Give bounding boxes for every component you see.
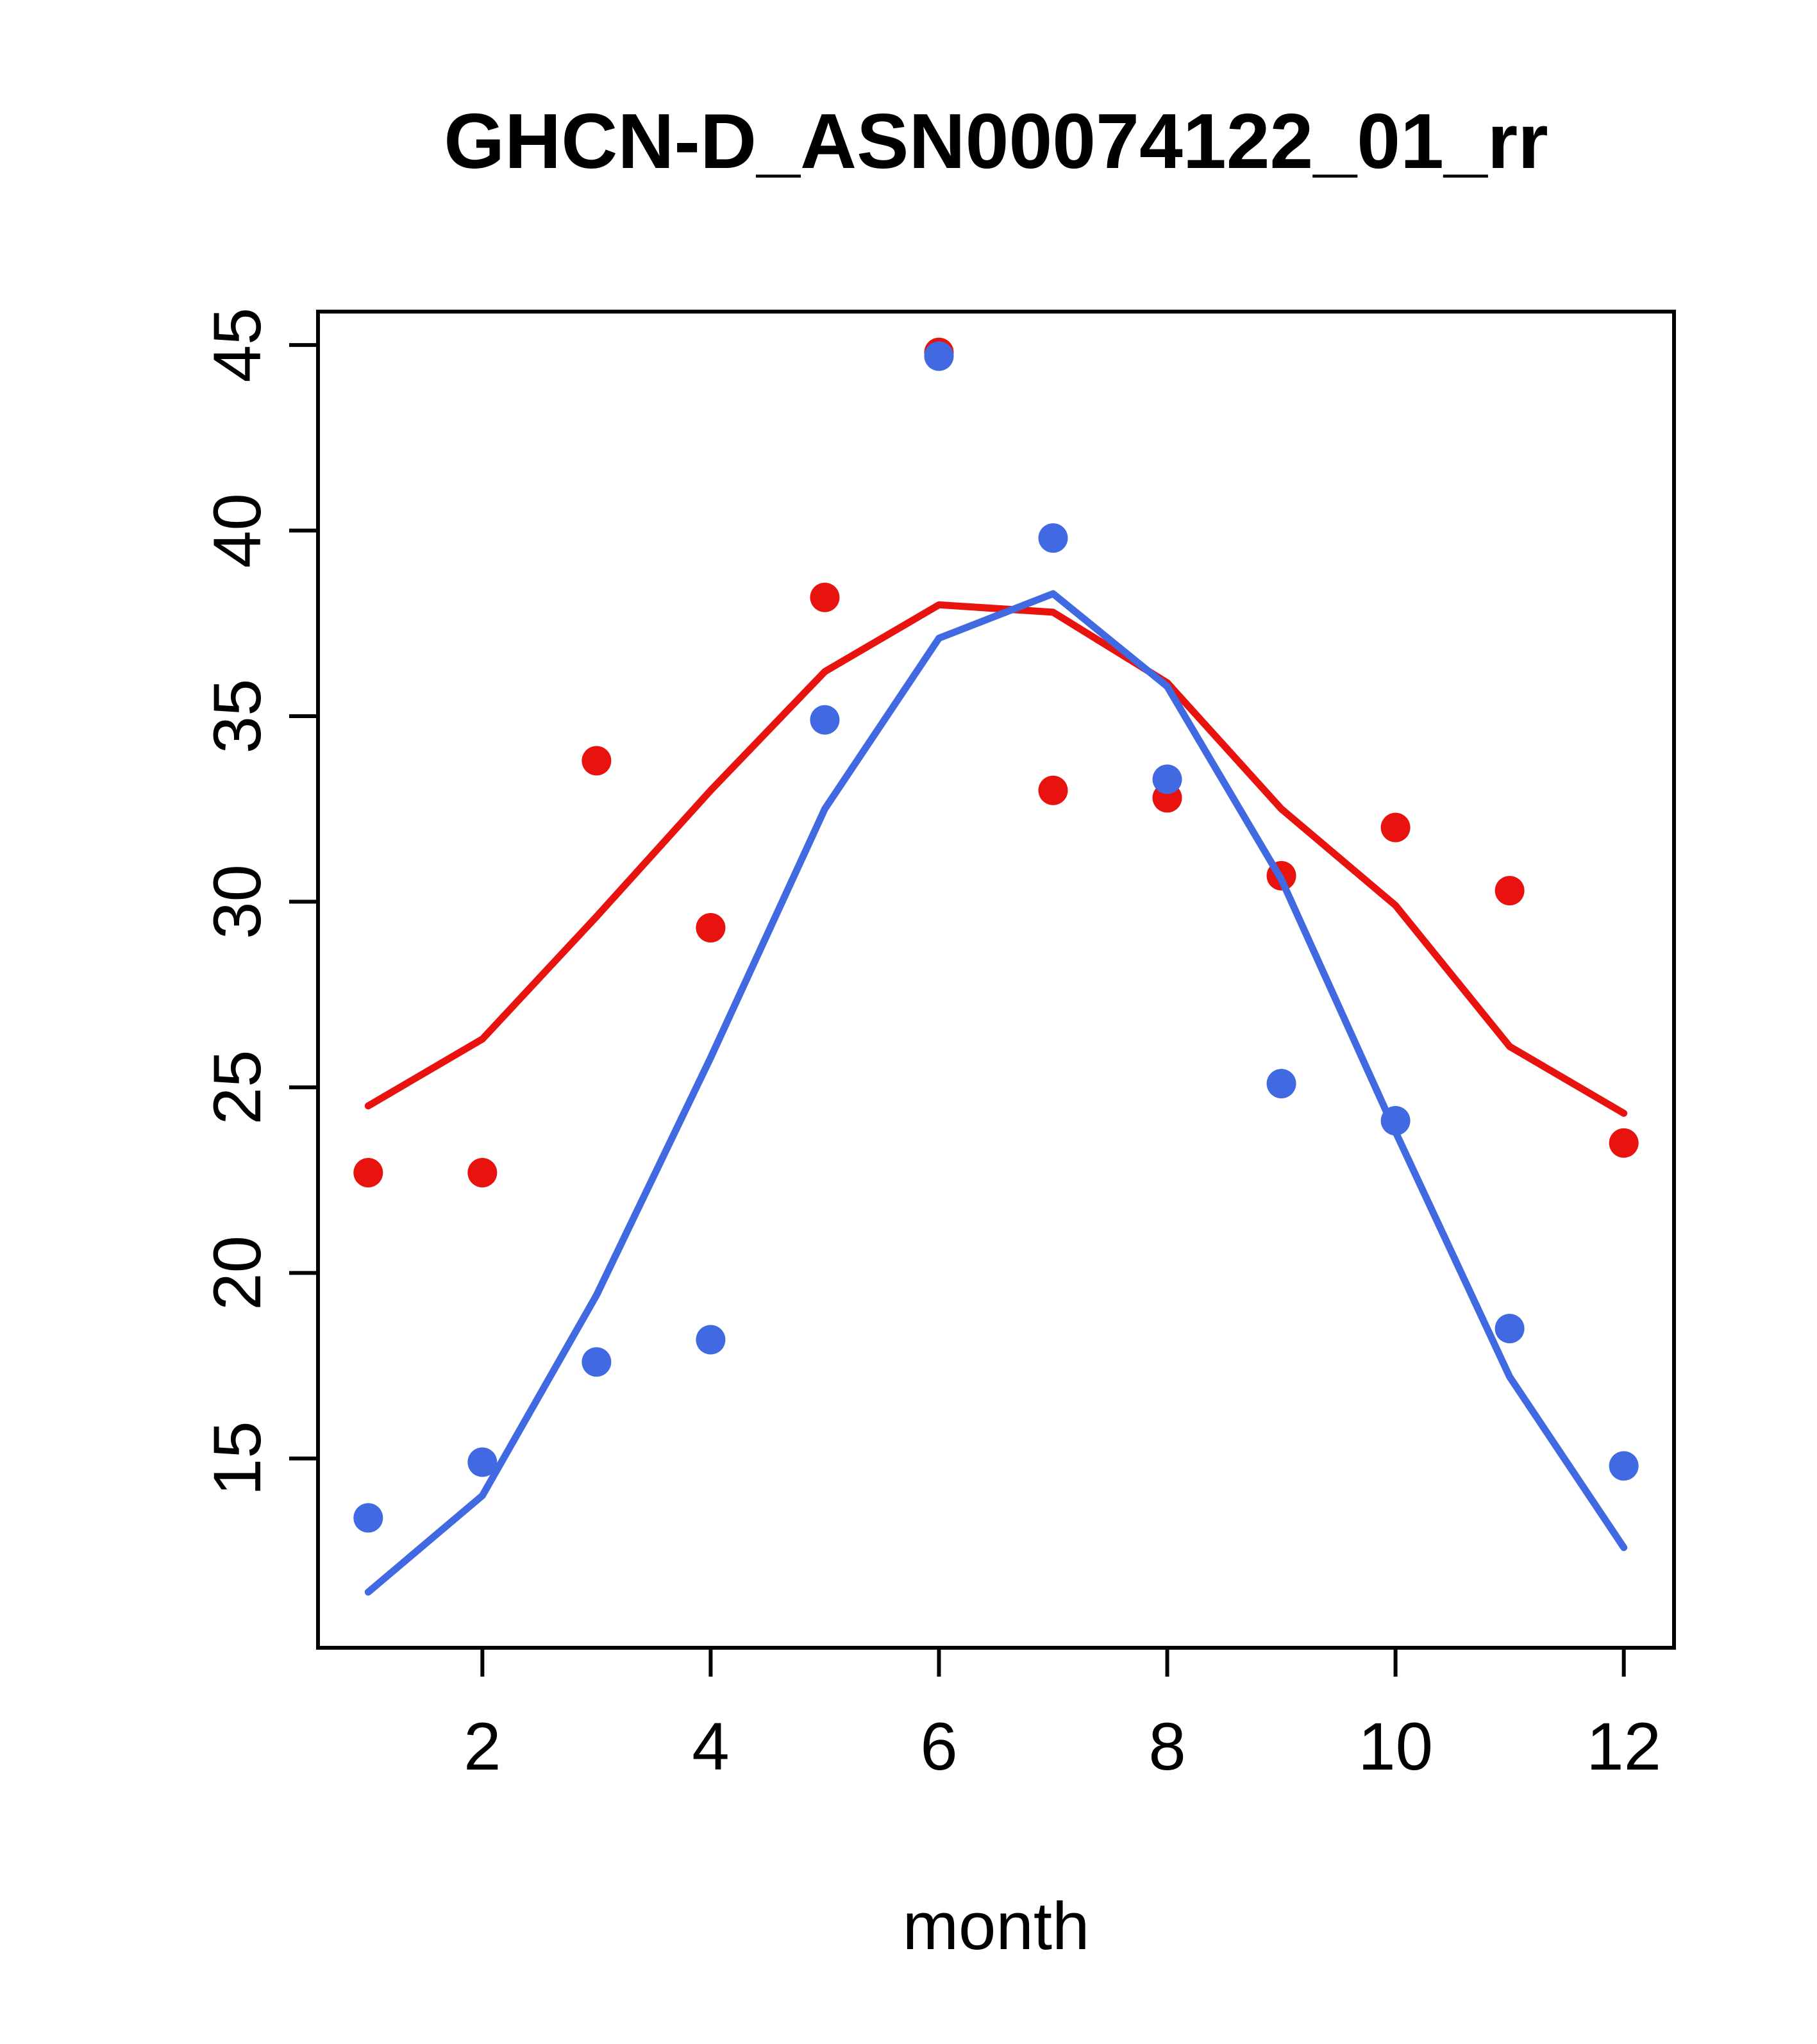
y-tick-label: 25	[200, 1050, 275, 1125]
x-tick-label: 10	[1358, 1709, 1433, 1784]
y-tick-label: 45	[200, 308, 275, 383]
blue-points-marker	[696, 1325, 726, 1355]
red-points-marker	[467, 1158, 498, 1188]
red-points-marker	[810, 582, 840, 612]
red-smooth-line	[364, 601, 1628, 1117]
blue-points-marker	[1038, 523, 1068, 553]
x-tick-label: 8	[1148, 1709, 1185, 1784]
blue-points-marker	[1266, 1069, 1296, 1099]
red-points-marker	[696, 912, 726, 942]
plot-border	[316, 310, 1676, 1650]
y-tick-label: 30	[200, 864, 275, 939]
x-tick-label: 6	[920, 1709, 957, 1784]
blue-points-marker	[1609, 1451, 1639, 1481]
y-tick-label: 40	[200, 493, 275, 568]
red-points-marker	[1495, 876, 1525, 906]
red-points-marker	[582, 746, 612, 776]
y-tick-label: 15	[200, 1421, 275, 1496]
chart-title: GHCN-D_ASN00074122_01_rr	[444, 97, 1548, 185]
red-points-marker	[353, 1158, 383, 1188]
blue-points-marker	[467, 1447, 498, 1477]
y-tick-label: 20	[200, 1236, 275, 1311]
blue-points-marker	[582, 1347, 612, 1377]
blue-smooth-line	[364, 590, 1628, 1596]
x-tick-label: 12	[1586, 1709, 1661, 1784]
red-points-marker	[1380, 812, 1411, 842]
blue-points-marker	[1152, 764, 1182, 794]
blue-points-marker	[1495, 1314, 1525, 1344]
blue-points-marker	[353, 1503, 383, 1533]
red-points-marker	[1038, 775, 1068, 805]
blue-points-marker	[924, 341, 954, 371]
x-tick-label: 4	[692, 1709, 729, 1784]
red-points-marker	[1609, 1128, 1639, 1158]
blue-points-marker	[810, 705, 840, 735]
y-tick-label: 35	[200, 679, 275, 754]
x-tick-label: 2	[464, 1709, 501, 1784]
x-axis-label: month	[902, 1889, 1090, 1964]
